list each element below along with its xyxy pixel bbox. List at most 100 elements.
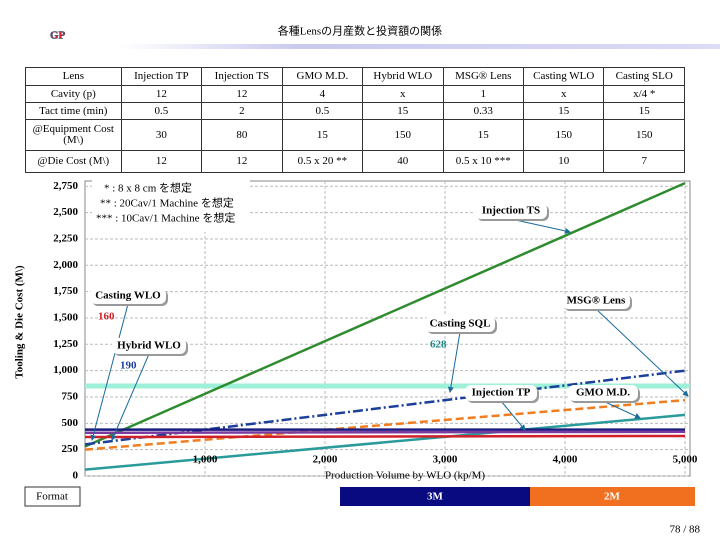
y-tick-label: 0 bbox=[73, 470, 79, 482]
annotation-arrow bbox=[602, 400, 641, 419]
table-cell: 4 bbox=[281, 85, 364, 103]
x-tick-label: 1,000 bbox=[193, 454, 218, 466]
logo: GP bbox=[50, 30, 66, 42]
x-axis-title: Production Volume by WLO (kp/M) bbox=[325, 470, 485, 482]
table-cell: 30 bbox=[120, 119, 203, 151]
note: *** : 10Cav/1 Machine を想定 bbox=[96, 211, 235, 225]
page-number: 78 / 88 bbox=[669, 524, 700, 536]
annotation-label: MSG® Lens bbox=[567, 295, 626, 307]
annotation-box bbox=[568, 385, 638, 401]
table-cell: MSG® Lens bbox=[442, 67, 525, 86]
y-tick-label: 1,500 bbox=[53, 311, 78, 323]
table-cell: 1 bbox=[442, 85, 525, 103]
annotation-box bbox=[475, 203, 547, 219]
annotation-arrow bbox=[447, 331, 461, 393]
y-tick-label: 750 bbox=[62, 391, 79, 403]
annotation-label: GMO M.D. bbox=[576, 387, 630, 399]
table-cell: 0.5 bbox=[281, 102, 364, 120]
table-cell: 15 bbox=[281, 119, 364, 151]
note: ** : 20Cav/1 Machine を想定 bbox=[100, 196, 234, 210]
y-tick-label: 2,500 bbox=[53, 206, 78, 218]
table-row: @Equipment Cost (M\) 30 80 15 150 15 150 150 bbox=[25, 119, 685, 151]
annotation-label: Casting WLO bbox=[95, 290, 161, 302]
table-cell: 15 bbox=[522, 102, 605, 120]
table-row: Lens Injection TP Injection TS GMO M.D. Hybr… bbox=[25, 67, 685, 86]
table-cell: 0.5 x 20 ** bbox=[281, 150, 364, 173]
spec-table: Lens Injection TP Injection TS GMO M.D. Hybr… bbox=[25, 67, 685, 173]
x-tick-label: 3,000 bbox=[433, 454, 458, 466]
series-line bbox=[84, 413, 686, 471]
y-tick-label: 2,250 bbox=[53, 232, 78, 244]
table-cell: 12 bbox=[201, 150, 283, 173]
table-cell: 12 bbox=[120, 150, 203, 173]
table-cell: x/4 * bbox=[603, 85, 685, 103]
annotation-arrow bbox=[510, 218, 571, 234]
series-line bbox=[84, 434, 686, 439]
table-cell: Hybrid WLO bbox=[362, 67, 444, 86]
y-axis-title: Tooling & Die Cost (M\) bbox=[14, 265, 26, 379]
table-cell: 150 bbox=[603, 119, 685, 151]
table-cell: 0.5 bbox=[120, 102, 203, 120]
table-cell: GMO M.D. bbox=[281, 67, 364, 86]
annotation-value: 190 bbox=[120, 360, 137, 372]
annotation-label: Injection TS bbox=[482, 205, 540, 217]
table-cell: 150 bbox=[362, 119, 444, 151]
x-tick-label: 2,000 bbox=[313, 454, 338, 466]
table-cell: Lens bbox=[25, 67, 122, 86]
y-tick-label: 250 bbox=[62, 443, 79, 455]
annotation-arrow bbox=[111, 353, 150, 441]
annotation-box bbox=[465, 385, 537, 401]
table-cell: 0.33 bbox=[442, 102, 525, 120]
table-cell: Casting WLO bbox=[522, 67, 605, 86]
annotation-box bbox=[425, 316, 495, 332]
annotations: Injection TS Casting WLO 160 Hybrid WLO 190 C… bbox=[90, 203, 689, 441]
header-band bbox=[120, 44, 720, 49]
table-row: Cavity (p) 12 12 4 x 1 x x/4 * bbox=[25, 85, 685, 103]
table-cell: x bbox=[522, 85, 605, 103]
table-cell: 7 bbox=[603, 150, 685, 173]
annotation-label: Injection TP bbox=[472, 387, 531, 399]
table-cell: Injection TP bbox=[120, 67, 203, 86]
table-cell: Cavity (p) bbox=[25, 85, 122, 103]
y-tick-label: 500 bbox=[62, 417, 79, 429]
table-cell: 0.5 x 10 *** bbox=[442, 150, 525, 173]
table-cell: Tact time (min) bbox=[25, 102, 122, 120]
table-cell: 15 bbox=[603, 102, 685, 120]
annotation-box bbox=[112, 338, 186, 354]
table-cell: 80 bbox=[201, 119, 283, 151]
y-tick-label: 1,750 bbox=[53, 285, 78, 297]
series-line bbox=[84, 181, 686, 448]
annotation-value: 160 bbox=[98, 311, 115, 323]
table-cell: 15 bbox=[442, 119, 525, 151]
series-line bbox=[84, 398, 686, 451]
series-line bbox=[84, 369, 686, 446]
lines bbox=[84, 181, 686, 471]
x-tick-label: 5,000 bbox=[673, 454, 698, 466]
annotation-box bbox=[562, 293, 630, 309]
table-cell: 15 bbox=[362, 102, 444, 120]
y-tick-label: 1,000 bbox=[53, 364, 78, 376]
annotation-arrow bbox=[90, 303, 129, 441]
footer-bar bbox=[340, 487, 530, 506]
annotation-value: 628 bbox=[430, 339, 447, 351]
table-cell: 12 bbox=[201, 85, 283, 103]
footer-bar-label: 3M bbox=[427, 491, 444, 503]
table-cell: x bbox=[362, 85, 444, 103]
table-cell: 2 bbox=[201, 102, 283, 120]
annotation-arrow bbox=[500, 400, 526, 431]
table-cell: Casting SLO bbox=[603, 67, 685, 86]
table-cell: @Equipment Cost (M\) bbox=[25, 119, 122, 151]
table-row: @Die Cost (M\) 12 12 0.5 x 20 ** 40 0.5 x 10 … bbox=[25, 150, 685, 173]
annotation-arrow bbox=[595, 308, 689, 397]
format-box bbox=[24, 486, 81, 507]
slide-title: 各種Lensの月産数と投資額の関係 bbox=[278, 24, 442, 38]
table-cell: Injection TS bbox=[201, 67, 283, 86]
table-cell: 40 bbox=[362, 150, 444, 173]
annotation-box bbox=[90, 288, 166, 304]
note: * : 8 x 8 cm を想定 bbox=[104, 181, 192, 195]
y-tick-label: 1,250 bbox=[53, 338, 78, 350]
series-line bbox=[84, 430, 686, 435]
table-row: Tact time (min) 0.5 2 0.5 15 0.33 15 15 bbox=[25, 102, 685, 120]
